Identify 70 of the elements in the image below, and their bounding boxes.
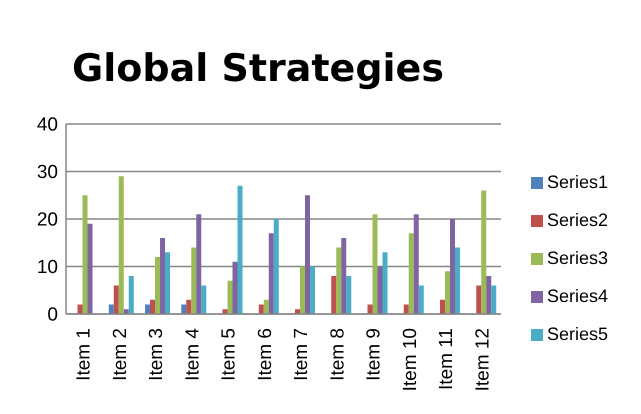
bar: [378, 266, 383, 314]
legend-label: Series5: [546, 324, 608, 344]
bar: [486, 276, 492, 314]
x-tick-label: Item 8: [327, 328, 348, 381]
bar: [196, 214, 202, 314]
bar: [491, 286, 496, 314]
y-tick-label: 40: [36, 114, 58, 136]
legend-label: Series4: [546, 286, 608, 306]
y-tick-label: 20: [36, 210, 58, 231]
x-tick-label: Item 9: [364, 328, 385, 381]
x-tick-label: Item 7: [291, 328, 312, 381]
bar: [382, 252, 388, 314]
bar: [145, 304, 150, 314]
bar: [108, 304, 114, 314]
bar: [418, 286, 424, 314]
bar: [238, 186, 243, 314]
bar: [82, 195, 88, 314]
bar: [336, 248, 342, 314]
x-tick-label: Item 11: [436, 328, 458, 390]
bar: [191, 248, 196, 314]
x-tick-label: Item 2: [110, 328, 131, 381]
bar: [114, 286, 119, 314]
bar: [181, 304, 186, 314]
bar: [300, 266, 306, 314]
legend-label: Series3: [546, 248, 608, 268]
bar: [128, 276, 134, 314]
y-tick-label: 10: [36, 257, 58, 278]
x-tick-label: Item 10: [400, 328, 421, 392]
bar: [414, 214, 419, 314]
bar: [232, 262, 238, 314]
bar: [88, 224, 93, 314]
bar: [346, 276, 352, 314]
x-tick-label: Item 3: [146, 328, 168, 381]
bar: [372, 214, 378, 314]
bar: [450, 219, 455, 314]
bar: [268, 233, 274, 314]
bar: [305, 195, 310, 314]
bar: [481, 190, 486, 314]
x-tick-label: Item 12: [472, 328, 494, 392]
bar: [331, 276, 336, 314]
y-tick-label: 0: [47, 304, 58, 326]
legend-label: Series2: [546, 210, 608, 230]
x-tick-label: Item 1: [74, 328, 95, 381]
bar: [404, 304, 409, 314]
x-tick-label: Item 5: [218, 328, 240, 381]
bar: [201, 286, 206, 314]
chart-title: Global Strategies: [71, 46, 445, 90]
x-tick-label: Item 4: [182, 328, 204, 381]
bar: [186, 300, 192, 314]
bar: [408, 233, 414, 314]
bar: [258, 304, 264, 314]
bar: [440, 300, 445, 314]
bar: [118, 176, 124, 314]
bar: [368, 304, 373, 314]
bar: [150, 300, 156, 314]
bar: [455, 248, 460, 314]
bar: [341, 238, 346, 314]
bar: [445, 271, 450, 314]
x-tick-label: Item 6: [254, 328, 276, 381]
bar: [165, 252, 170, 314]
y-tick-label: 30: [36, 162, 58, 184]
bar: [78, 304, 83, 314]
bar: [155, 257, 160, 314]
bar: [160, 238, 166, 314]
bar: [264, 300, 269, 314]
bar: [310, 266, 316, 314]
bar: [274, 219, 279, 314]
bar: [228, 280, 233, 314]
legend-label: Series1: [546, 172, 608, 192]
bar: [476, 286, 482, 314]
